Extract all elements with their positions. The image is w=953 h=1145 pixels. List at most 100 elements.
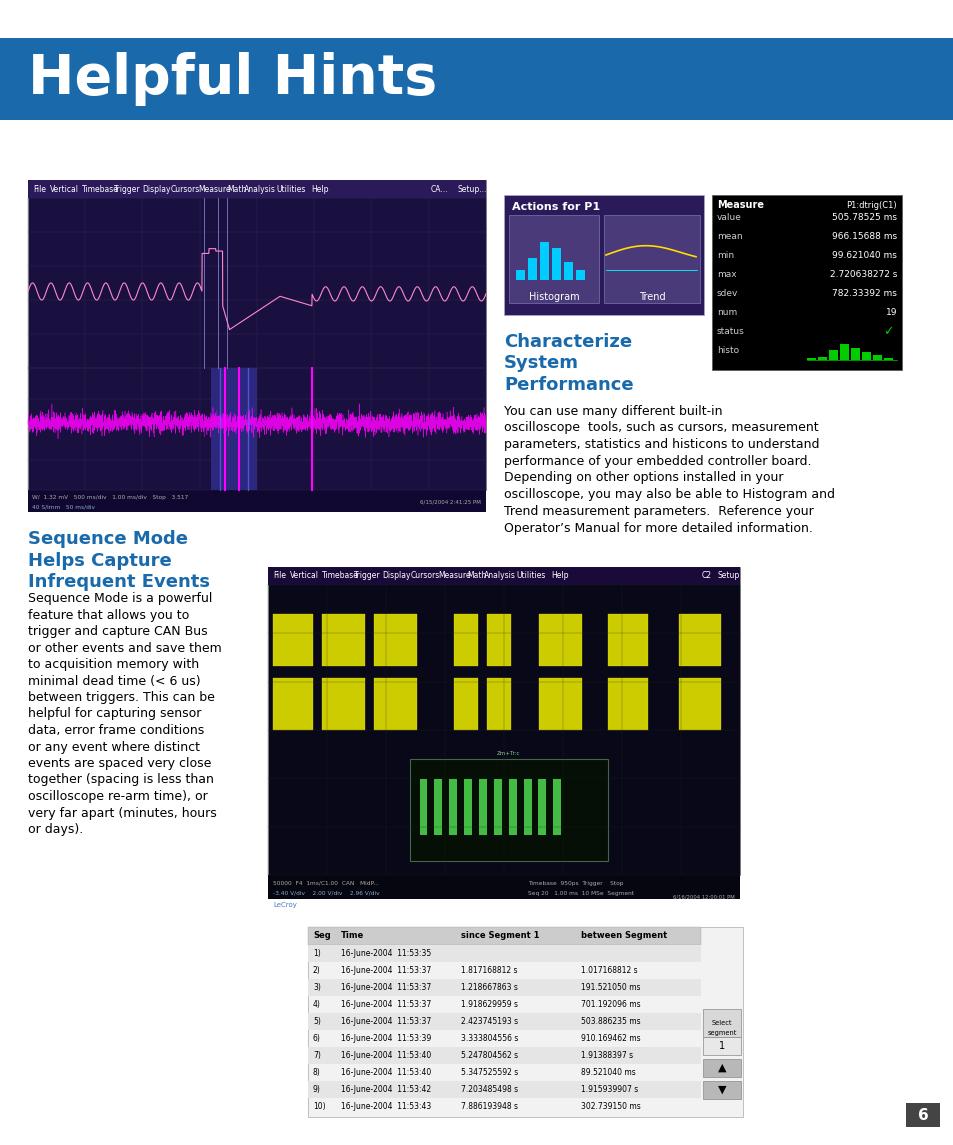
Text: Measure: Measure <box>198 184 231 194</box>
Text: sdev: sdev <box>717 289 738 298</box>
Bar <box>487 678 511 731</box>
Bar <box>28 180 485 198</box>
Text: 8): 8) <box>313 1068 320 1077</box>
Bar <box>449 780 456 835</box>
Text: Sequence Mode is a powerful
feature that allows you to
trigger and capture CAN B: Sequence Mode is a powerful feature that… <box>28 592 221 836</box>
Bar <box>268 567 740 585</box>
Text: 16-June-2004  11:53:40: 16-June-2004 11:53:40 <box>340 1068 431 1077</box>
Text: 7): 7) <box>313 1051 320 1060</box>
Bar <box>527 258 537 281</box>
Bar <box>28 490 485 512</box>
Bar <box>374 678 416 731</box>
Bar <box>308 979 700 996</box>
Text: 5): 5) <box>313 1017 320 1026</box>
Text: 6: 6 <box>917 1107 927 1122</box>
Text: 782.33392 ms: 782.33392 ms <box>831 289 896 298</box>
Bar <box>478 780 486 835</box>
Text: 16-June-2004  11:53:42: 16-June-2004 11:53:42 <box>340 1085 431 1093</box>
Bar <box>678 614 720 666</box>
Bar <box>806 358 815 360</box>
Bar <box>454 678 477 731</box>
Bar <box>552 248 560 281</box>
Bar <box>523 780 531 835</box>
Text: ▲: ▲ <box>717 1063 725 1073</box>
Bar <box>308 1013 700 1030</box>
Bar <box>702 1037 740 1055</box>
Text: 1.918629959 s: 1.918629959 s <box>460 1000 517 1009</box>
Text: 19: 19 <box>884 308 896 317</box>
Text: Trigger: Trigger <box>113 184 140 194</box>
Text: Analysis: Analysis <box>484 571 516 581</box>
Text: Math: Math <box>466 571 486 581</box>
Text: Actions for P1: Actions for P1 <box>512 202 599 212</box>
Bar <box>374 614 416 666</box>
Bar <box>322 614 364 666</box>
Bar <box>538 614 581 666</box>
Text: 50000  F4  1ms/C1.00  CAN   MidP...: 50000 F4 1ms/C1.00 CAN MidP... <box>273 881 378 885</box>
Bar <box>850 348 859 360</box>
Text: CA...: CA... <box>431 184 448 194</box>
Text: Display: Display <box>142 184 171 194</box>
Bar <box>905 1103 939 1127</box>
Text: 99.621040 ms: 99.621040 ms <box>831 251 896 260</box>
Bar <box>576 270 584 281</box>
Text: 2): 2) <box>313 966 320 976</box>
Text: Select: Select <box>711 1020 732 1026</box>
Text: Timebase: Timebase <box>82 184 119 194</box>
Bar <box>607 678 647 731</box>
Text: since Segment 1: since Segment 1 <box>460 932 539 940</box>
Bar <box>516 270 524 281</box>
Bar <box>0 38 953 120</box>
Text: 6/15/2004 2:41:25 PM: 6/15/2004 2:41:25 PM <box>419 499 480 505</box>
Text: Help: Help <box>551 571 568 581</box>
Text: Timebase  950ps  Trigger    Stop: Timebase 950ps Trigger Stop <box>527 881 622 885</box>
Text: 16-June-2004  11:53:37: 16-June-2004 11:53:37 <box>340 966 431 976</box>
Text: 40 S/lmm   50 ms/div: 40 S/lmm 50 ms/div <box>32 505 95 510</box>
Text: You can use many different built-in: You can use many different built-in <box>503 405 721 418</box>
Bar <box>872 355 882 360</box>
Bar <box>862 352 870 360</box>
Text: 503.886235 ms: 503.886235 ms <box>580 1017 640 1026</box>
Text: mean: mean <box>717 231 741 240</box>
Bar <box>828 350 837 360</box>
Text: 16-June-2004  11:53:39: 16-June-2004 11:53:39 <box>340 1034 431 1043</box>
Bar <box>308 927 742 1118</box>
Text: value: value <box>717 213 741 221</box>
Bar <box>702 1059 740 1077</box>
Text: 89.521040 ms: 89.521040 ms <box>580 1068 635 1077</box>
Text: 4): 4) <box>313 1000 320 1009</box>
Bar <box>409 759 607 861</box>
Text: Setup...: Setup... <box>457 184 487 194</box>
Text: 16-June-2004  11:53:37: 16-June-2004 11:53:37 <box>340 1000 431 1009</box>
Bar <box>494 780 501 835</box>
Text: Cursors: Cursors <box>410 571 439 581</box>
Text: ▼: ▼ <box>717 1085 725 1095</box>
Text: Helpful Hints: Helpful Hints <box>28 52 436 106</box>
Bar <box>607 614 647 666</box>
Text: 1.218667863 s: 1.218667863 s <box>460 984 517 992</box>
Text: Display: Display <box>382 571 411 581</box>
Text: LeCroy: LeCroy <box>273 902 296 908</box>
Text: 910.169462 ms: 910.169462 ms <box>580 1034 640 1043</box>
Bar <box>539 242 548 281</box>
Bar <box>308 945 700 962</box>
Text: 16-June-2004  11:53:43: 16-June-2004 11:53:43 <box>340 1101 431 1111</box>
Text: between Segment: between Segment <box>580 932 666 940</box>
Bar <box>509 215 598 303</box>
Bar <box>487 614 511 666</box>
Text: Time: Time <box>340 932 364 940</box>
Text: 6/16/2004 12:00:01 PM: 6/16/2004 12:00:01 PM <box>673 894 734 900</box>
Text: 1.91388397 s: 1.91388397 s <box>580 1051 633 1060</box>
Text: Sequence Mode
Helps Capture
Infrequent Events: Sequence Mode Helps Capture Infrequent E… <box>28 530 210 591</box>
Bar <box>702 1081 740 1099</box>
Text: Vertical: Vertical <box>290 571 319 581</box>
Bar <box>268 875 740 899</box>
Bar <box>840 345 848 360</box>
Text: Timebase: Timebase <box>322 571 358 581</box>
Bar <box>537 780 546 835</box>
Text: Characterize
System
Performance: Characterize System Performance <box>503 333 633 394</box>
Text: 1.017168812 s: 1.017168812 s <box>580 966 637 976</box>
Text: File: File <box>33 184 46 194</box>
Text: status: status <box>717 327 744 337</box>
Bar <box>28 180 485 490</box>
